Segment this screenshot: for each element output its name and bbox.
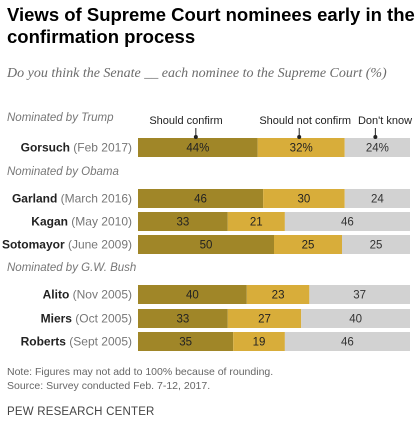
nomination-date: (Feb 2017) [73,141,132,155]
value-label: 44% [186,143,209,155]
value-label: 30 [298,194,311,206]
organization-credit: PEW RESEARCH CENTER [7,406,155,418]
bar-dont-know [301,309,410,328]
value-label: 24 [371,194,384,206]
legend-pointer-dot [373,135,378,139]
group-label: Nominated by G.W. Bush [7,262,136,274]
value-label: 32% [290,143,313,155]
value-label: 40 [186,290,199,302]
nominee-name: Gorsuch [21,141,74,155]
bar-should-confirm [138,332,234,351]
value-label: 40 [349,314,362,326]
nominee-name: Miers [41,312,76,326]
value-label: 21 [250,217,263,229]
nomination-date: (Oct 2005) [75,312,132,326]
nominee-name: Kagan [31,215,71,229]
value-label: 25 [302,240,315,252]
value-label: 25 [370,240,383,252]
bar-should-not-confirm [227,212,285,231]
bar-should-confirm [138,212,228,231]
bar-dont-know [344,189,410,208]
row-label: Kagan (May 2010) [31,215,132,229]
legend-pointer-dot [193,135,198,139]
legend-should-not-confirm: Should not confirm [259,115,351,127]
nomination-date: (June 2009) [68,238,132,252]
nomination-date: (March 2016) [61,192,132,206]
source-note: Source: Survey conducted Feb. 7-12, 2017… [7,380,211,392]
nominee-name: Alito [43,288,73,302]
value-label: 23 [272,290,285,302]
group-label: Nominated by Trump [7,112,114,124]
nomination-date: (Nov 2005) [73,288,132,302]
chart-subtitle: Do you think the Senate __ each nominee … [7,66,387,81]
bar-should-confirm [138,235,274,254]
row-label: Gorsuch (Feb 2017) [21,141,132,155]
row-label: Miers (Oct 2005) [41,312,132,326]
bar-should-not-confirm [227,309,302,328]
value-label: 46 [341,337,354,349]
nomination-date: (Sept 2005) [69,335,132,349]
bar-should-confirm [138,138,258,157]
bar-should-confirm [138,285,247,304]
bar-dont-know [284,212,410,231]
nominee-name: Garland [12,192,61,206]
bar-should-confirm [138,189,264,208]
bar-should-not-confirm [257,138,345,157]
value-label: 33 [176,217,189,229]
row-label: Alito (Nov 2005) [43,288,132,302]
chart-title: Views of Supreme Court nominees early in… [7,4,415,47]
footnote: Note: Figures may not add to 100% becaus… [7,366,274,378]
bar-should-not-confirm [246,285,310,304]
bar-should-not-confirm [263,189,345,208]
group-label: Nominated by Obama [7,166,119,178]
value-label: 37 [353,290,366,302]
bar-should-confirm [138,309,228,328]
bar-should-not-confirm [274,235,342,254]
bar-dont-know [344,138,410,157]
value-label: 33 [176,314,189,326]
row-label: Roberts (Sept 2005) [21,335,132,349]
value-label: 24% [366,143,389,155]
legend-pointer-dot [297,135,302,139]
bar-should-not-confirm [233,332,285,351]
row-label: Sotomayor (June 2009) [2,238,132,252]
value-label: 35 [179,337,192,349]
value-label: 50 [200,240,213,252]
nominee-name: Sotomayor [2,238,68,252]
bar-dont-know [342,235,410,254]
nominee-name: Roberts [21,335,70,349]
value-label: 19 [253,337,266,349]
bar-dont-know [284,332,410,351]
value-label: 46 [194,194,207,206]
value-label: 46 [341,217,354,229]
nomination-date: (May 2010) [71,215,132,229]
legend-dont-know: Don't know [358,115,412,127]
bar-dont-know [309,285,410,304]
row-label: Garland (March 2016) [12,192,132,206]
legend-should-confirm: Should confirm [149,115,222,127]
value-label: 27 [258,314,271,326]
